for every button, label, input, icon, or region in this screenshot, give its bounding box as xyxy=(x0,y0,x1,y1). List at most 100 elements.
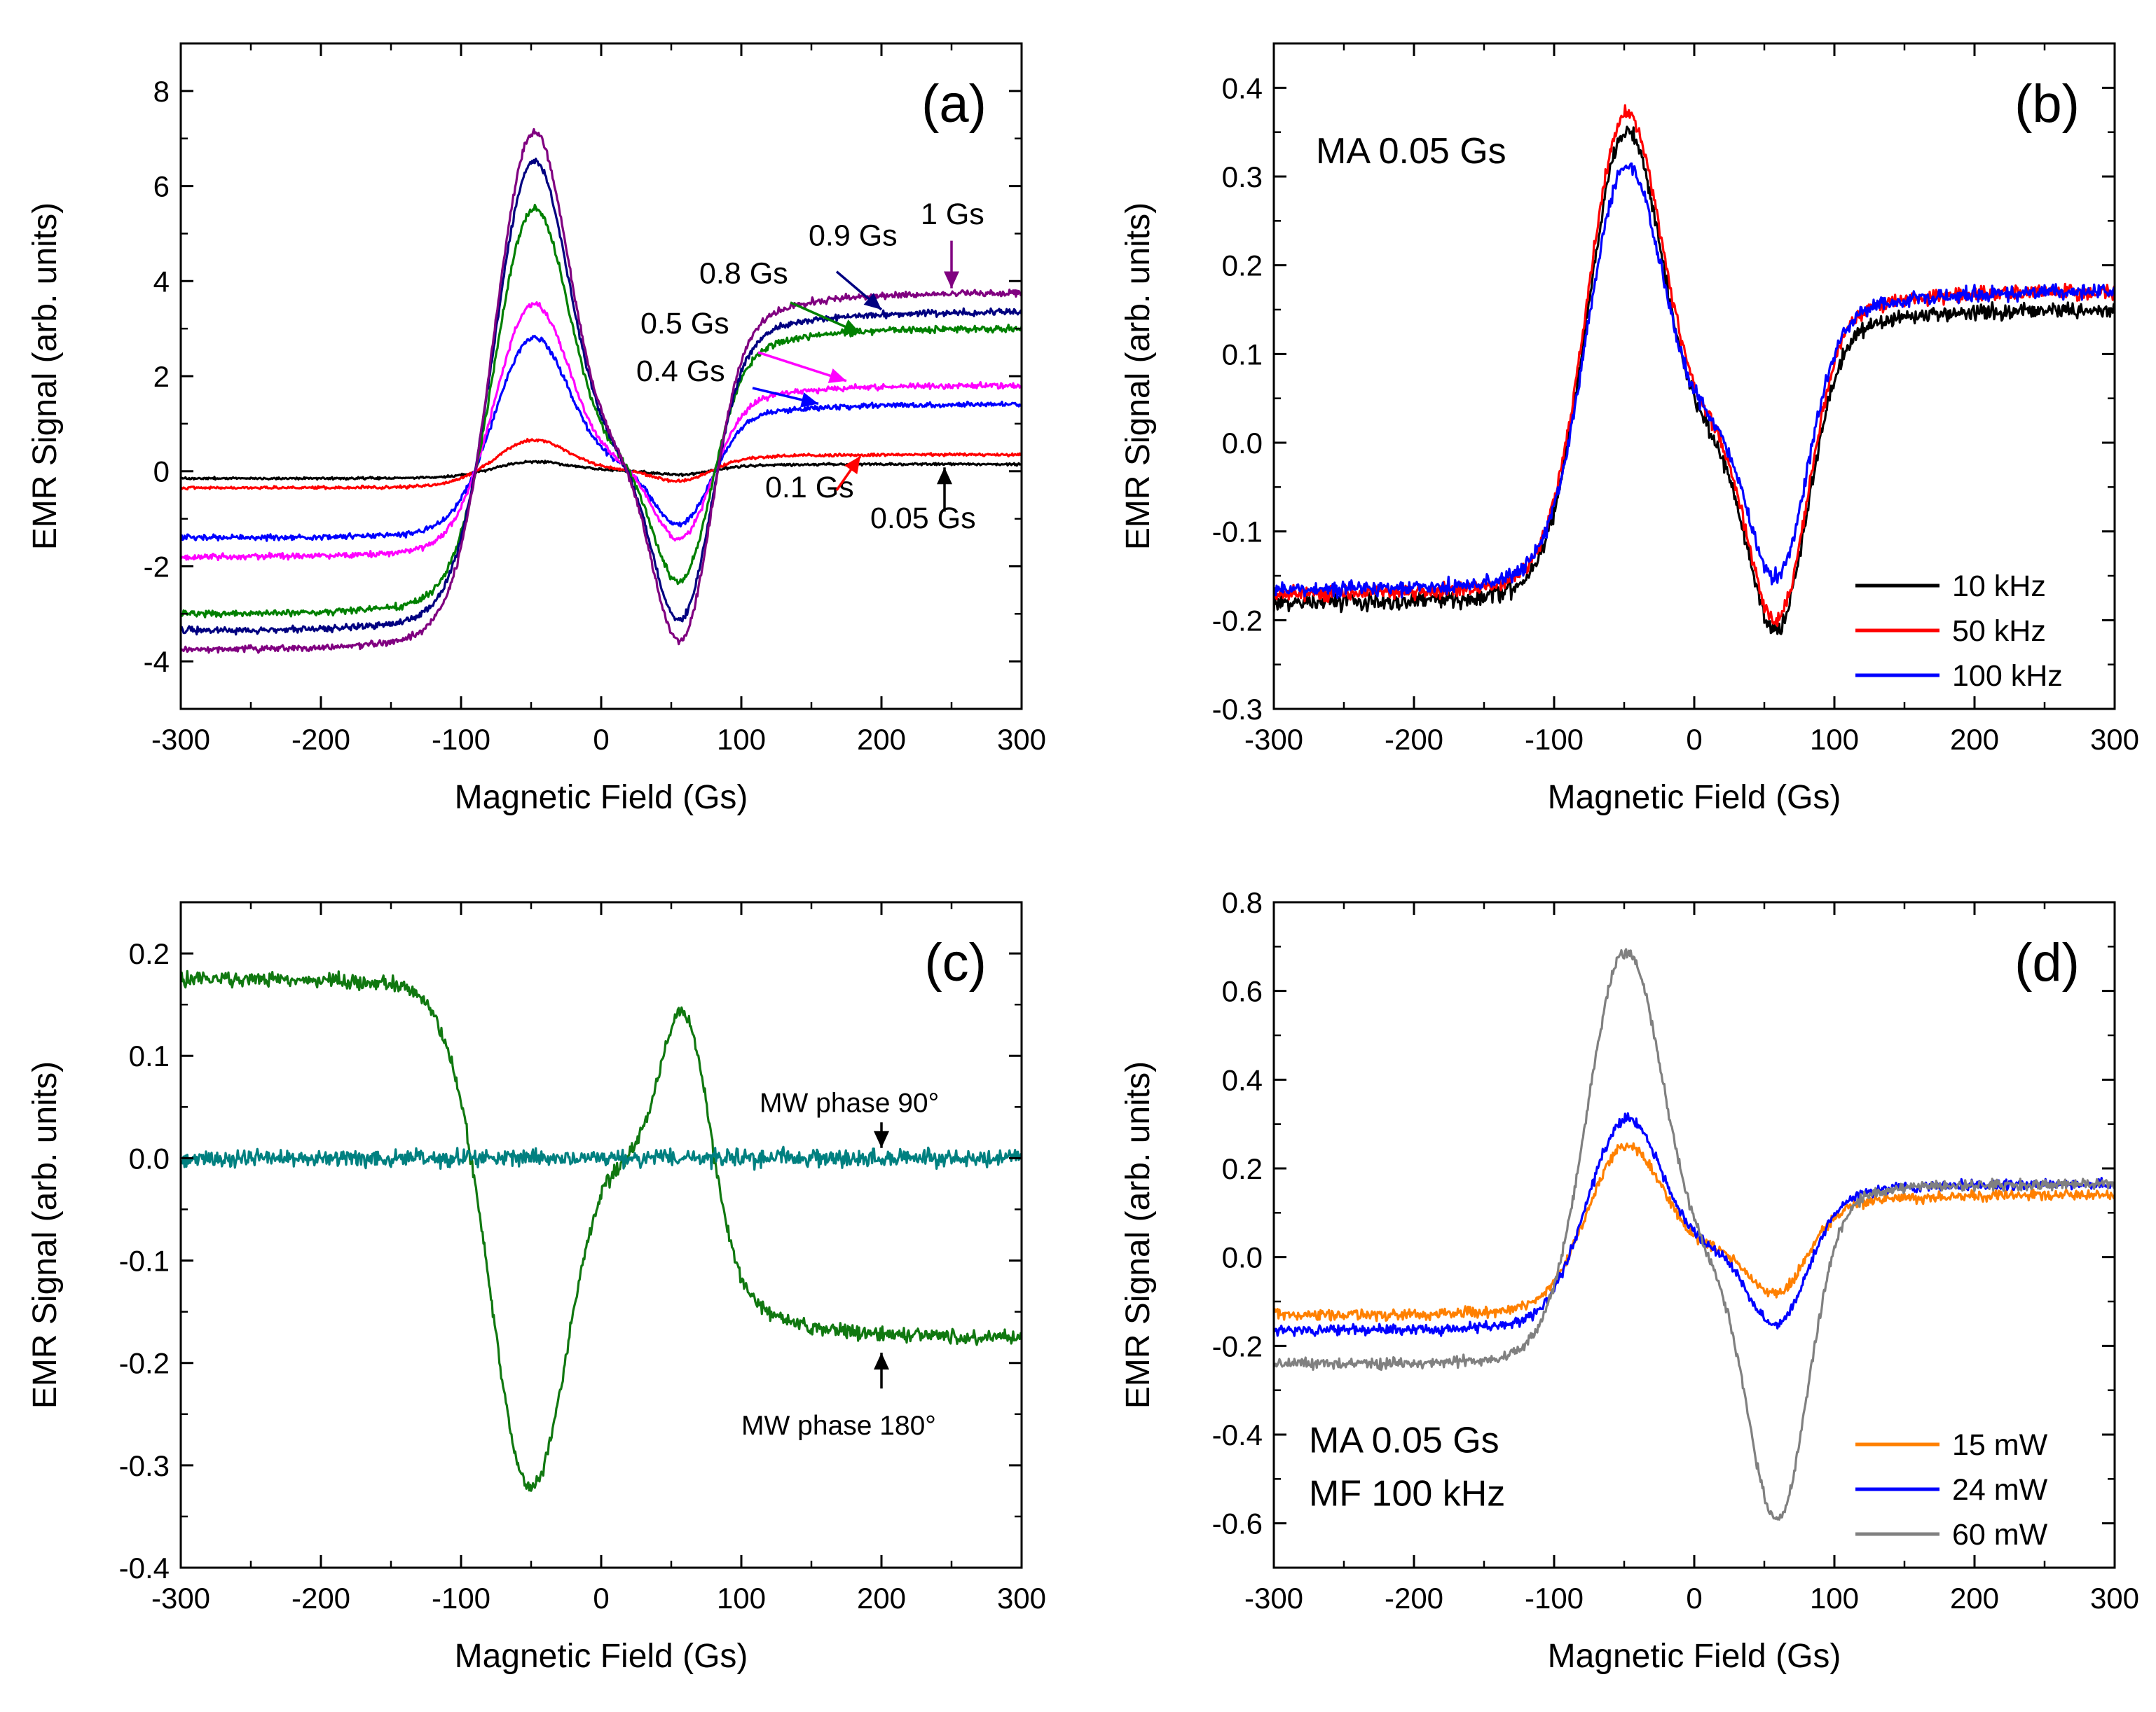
y-tick-label: 0.2 xyxy=(129,937,170,970)
annotation-text: 0.05 Gs xyxy=(870,502,976,535)
annotation-text: 1 Gs xyxy=(921,198,984,231)
legend-entry: 10 kHz xyxy=(1952,569,2046,603)
y-tick-label: 0 xyxy=(153,455,170,488)
y-tick-label: -0.4 xyxy=(119,1552,170,1585)
series-line-24-mw xyxy=(1274,1112,2115,1337)
panel-a: -300 -200 -100 0 100 200 300 -4 -2 0 2 4 6 8 Magnetic … xyxy=(27,42,1046,816)
y-tick-label: -0.3 xyxy=(119,1449,170,1482)
annotation-arrowhead xyxy=(828,368,846,383)
x-tick-label: 0 xyxy=(593,723,609,756)
annotation-arrowhead xyxy=(842,319,860,334)
annotation-arrowhead xyxy=(863,293,881,310)
legend-entry: 24 mW xyxy=(1952,1473,2048,1507)
annotation-text: 0.5 Gs xyxy=(640,307,729,340)
panel-label: (b) xyxy=(2014,74,2080,134)
x-tick-label: -200 xyxy=(1385,723,1443,756)
x-tick-label: 200 xyxy=(857,723,906,756)
y-tick-label: 0.2 xyxy=(1222,1152,1263,1185)
panel-c: -300 -200 -100 0 100 200 300 -0.4 -0.3 -0.2 -0.1 0.… xyxy=(27,901,1046,1675)
y-tick-label: 2 xyxy=(153,360,170,393)
y-tick-label: 0.6 xyxy=(1222,975,1263,1008)
y-tick-label: 0.1 xyxy=(1222,338,1263,371)
x-tick-label: -300 xyxy=(1244,1582,1303,1615)
series-line-100-khz xyxy=(1274,162,2115,599)
series-group xyxy=(1274,104,2115,635)
x-tick-label: -300 xyxy=(151,1582,210,1615)
series-line-mw-phase-180- xyxy=(181,969,1022,1492)
panel-label: (a) xyxy=(921,74,987,134)
annotation-text: 0.4 Gs xyxy=(636,354,725,388)
series-line-0-05-gs xyxy=(181,460,1022,481)
x-tick-label: 100 xyxy=(717,1582,766,1615)
series-group xyxy=(1274,948,2115,1521)
x-tick-label: 200 xyxy=(1950,1582,1999,1615)
series-line-0-5-gs xyxy=(181,301,1022,562)
annotation-text: MA 0.05 Gs xyxy=(1316,131,1506,172)
legend-entry: 50 kHz xyxy=(1952,614,2046,648)
y-tick-label: 0.0 xyxy=(1222,1241,1263,1274)
x-tick-label: -100 xyxy=(1525,723,1584,756)
x-axis-label: Magnetic Field (Gs) xyxy=(1548,1638,1841,1675)
y-tick-label: 0.4 xyxy=(1222,1063,1263,1096)
annotation-text: MF 100 kHz xyxy=(1309,1473,1505,1514)
annotation-text: MW phase 180° xyxy=(741,1411,936,1441)
x-tick-label: 300 xyxy=(2090,723,2139,756)
annotation-arrowhead xyxy=(874,1131,889,1148)
legend-entry: 100 kHz xyxy=(1952,659,2063,693)
y-axis-label: EMR Signal (arb. units) xyxy=(27,1061,64,1409)
x-tick-label: -200 xyxy=(291,723,350,756)
legend-entry: 15 mW xyxy=(1952,1428,2048,1462)
y-axis-label: EMR Signal (arb. units) xyxy=(1120,1061,1157,1409)
panel-d: -300 -200 -100 0 100 200 300 -0.6 -0.4 -0.2 0.0 0.2… xyxy=(1120,886,2139,1675)
series-line-1-gs xyxy=(181,127,1022,654)
y-tick-label: 0.1 xyxy=(129,1040,170,1072)
x-axis-label: Magnetic Field (Gs) xyxy=(455,1638,748,1675)
x-tick-label: 100 xyxy=(1810,1582,1859,1615)
x-tick-label: -200 xyxy=(1385,1582,1443,1615)
series-group xyxy=(181,127,1022,654)
annotation-text: 0.1 Gs xyxy=(765,471,854,504)
x-tick-label: -300 xyxy=(1244,723,1303,756)
series-group xyxy=(181,969,1022,1492)
series-line-60-mw xyxy=(1274,948,2115,1521)
y-tick-label: 0.0 xyxy=(129,1142,170,1175)
x-tick-label: -100 xyxy=(432,723,490,756)
annotation-text: MW phase 90° xyxy=(760,1089,939,1119)
y-tick-label: -0.2 xyxy=(119,1347,170,1380)
series-line-0-4-gs xyxy=(181,335,1022,542)
annotation-text: MA 0.05 Gs xyxy=(1309,1420,1499,1461)
x-tick-label: 300 xyxy=(997,723,1046,756)
y-tick-label: 0.2 xyxy=(1222,249,1263,282)
x-tick-label: -100 xyxy=(1525,1582,1584,1615)
x-tick-label: 0 xyxy=(1686,1582,1702,1615)
y-tick-label: 0.0 xyxy=(1222,427,1263,460)
x-tick-label: 100 xyxy=(1810,723,1859,756)
y-tick-label: 8 xyxy=(153,75,170,108)
y-tick-label: 0.3 xyxy=(1222,160,1263,193)
y-axis-label: EMR Signal (arb. units) xyxy=(1120,202,1157,550)
y-tick-label: -2 xyxy=(144,550,170,583)
x-tick-label: 100 xyxy=(717,723,766,756)
plot-frame xyxy=(179,901,1023,1569)
annotation-arrowhead xyxy=(844,456,860,474)
x-tick-label: 300 xyxy=(2090,1582,2139,1615)
y-tick-label: -0.2 xyxy=(1212,604,1263,637)
panel-label: (c) xyxy=(924,933,987,993)
annotation-arrowhead xyxy=(874,1353,889,1370)
x-tick-label: -200 xyxy=(291,1582,350,1615)
y-tick-label: 6 xyxy=(153,170,170,203)
y-tick-label: -0.1 xyxy=(119,1245,170,1278)
x-tick-label: 300 xyxy=(997,1582,1046,1615)
y-tick-label: -0.6 xyxy=(1212,1507,1263,1540)
panel-b: -300 -200 -100 0 100 200 300 -0.3 -0.2 -0.1 0.0 0.1… xyxy=(1120,42,2139,816)
y-tick-label: -0.4 xyxy=(1212,1418,1263,1451)
x-tick-label: -300 xyxy=(151,723,210,756)
y-tick-label: -0.3 xyxy=(1212,693,1263,726)
plot-frame xyxy=(179,42,1023,710)
x-tick-label: 0 xyxy=(593,1582,609,1615)
series-line-mw-phase-90- xyxy=(181,1145,1022,1171)
panel-label: (d) xyxy=(2014,933,2080,993)
series-line-0-9-gs xyxy=(181,158,1022,636)
x-tick-label: -100 xyxy=(432,1582,490,1615)
